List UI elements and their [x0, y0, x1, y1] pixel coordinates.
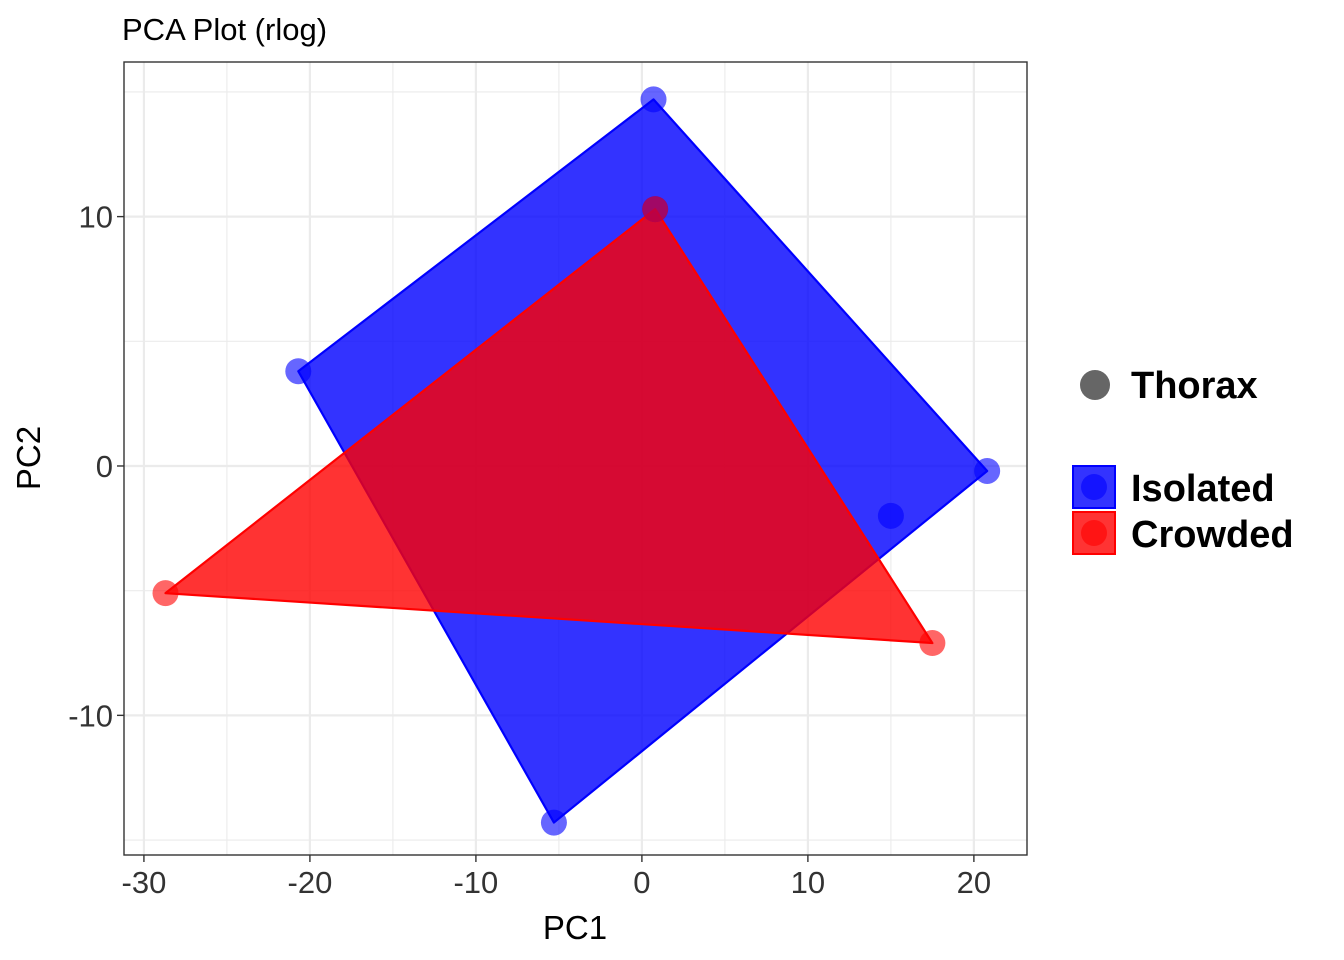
x-tick-label: 0	[633, 865, 650, 900]
point-isolated	[877, 502, 904, 529]
plot-border	[123, 61, 1028, 856]
x-axis-ticks: -30 -20 -10 0 10 20	[122, 855, 991, 900]
point-crowded	[919, 630, 946, 657]
legend-label-isolated: Isolated	[1131, 468, 1275, 510]
chart-title: PCA Plot (rlog)	[122, 12, 327, 47]
legend-point-crowded	[1081, 520, 1107, 546]
point-crowded	[642, 196, 669, 223]
x-tick-label: 20	[957, 865, 991, 900]
y-axis-ticks: -10 0 10	[68, 200, 124, 733]
x-tick-label: -30	[122, 865, 167, 900]
x-tick-label: -20	[288, 865, 333, 900]
legend-label-crowded: Crowded	[1131, 514, 1294, 556]
legend-shape-label: Thorax	[1131, 365, 1258, 407]
hull-crowded	[164, 208, 934, 645]
y-axis-title: PC2	[10, 426, 47, 490]
point-isolated	[285, 358, 312, 385]
y-tick-label: -10	[68, 698, 113, 733]
legend-point-isolated	[1081, 474, 1107, 500]
point-isolated	[540, 809, 567, 836]
point-crowded	[152, 580, 179, 607]
x-axis-title: PC1	[543, 909, 607, 946]
y-tick-label: 0	[96, 449, 113, 484]
point-isolated	[640, 86, 667, 113]
legend-shape-key	[1080, 370, 1110, 400]
point-isolated	[974, 457, 1001, 484]
group-hulls	[164, 98, 989, 824]
x-tick-label: 10	[791, 865, 825, 900]
data-points	[152, 86, 1001, 836]
y-tick-label: 10	[79, 200, 113, 235]
x-tick-label: -10	[453, 865, 498, 900]
